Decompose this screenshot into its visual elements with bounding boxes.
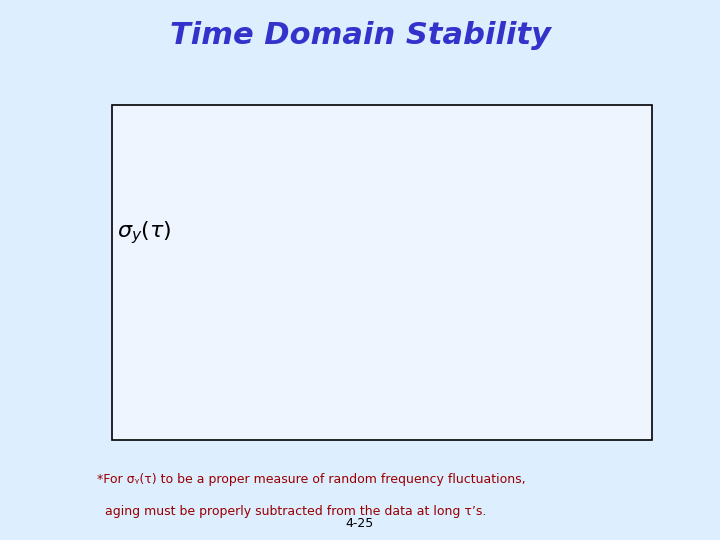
- Text: $\sigma_y(\tau)$: $\sigma_y(\tau)$: [117, 219, 171, 246]
- Text: and: and: [350, 187, 384, 201]
- Text: of frequency: of frequency: [350, 209, 449, 223]
- Text: Short-term
stability: Short-term stability: [237, 319, 323, 349]
- Text: Time Domain Stability: Time Domain Stability: [169, 21, 551, 50]
- Text: Sample time τ: Sample time τ: [495, 291, 595, 305]
- Text: *For σᵧ(τ) to be a proper measure of random frequency fluctuations,: *For σᵧ(τ) to be a proper measure of ran…: [97, 472, 526, 485]
- Text: 1 m: 1 m: [328, 307, 357, 321]
- Text: random walk: random walk: [350, 198, 451, 212]
- Text: aging must be properly subtracted from the data at long τ’s.: aging must be properly subtracted from t…: [97, 505, 487, 518]
- Text: 1 h: 1 h: [405, 307, 430, 321]
- Text: *: *: [376, 172, 382, 183]
- Text: Aging: Aging: [350, 176, 395, 190]
- Text: 4-25: 4-25: [346, 517, 374, 530]
- Text: 1 s: 1 s: [282, 307, 304, 321]
- Text: Long-term
stability: Long-term stability: [351, 319, 433, 349]
- Text: Frequency noise: Frequency noise: [263, 180, 391, 194]
